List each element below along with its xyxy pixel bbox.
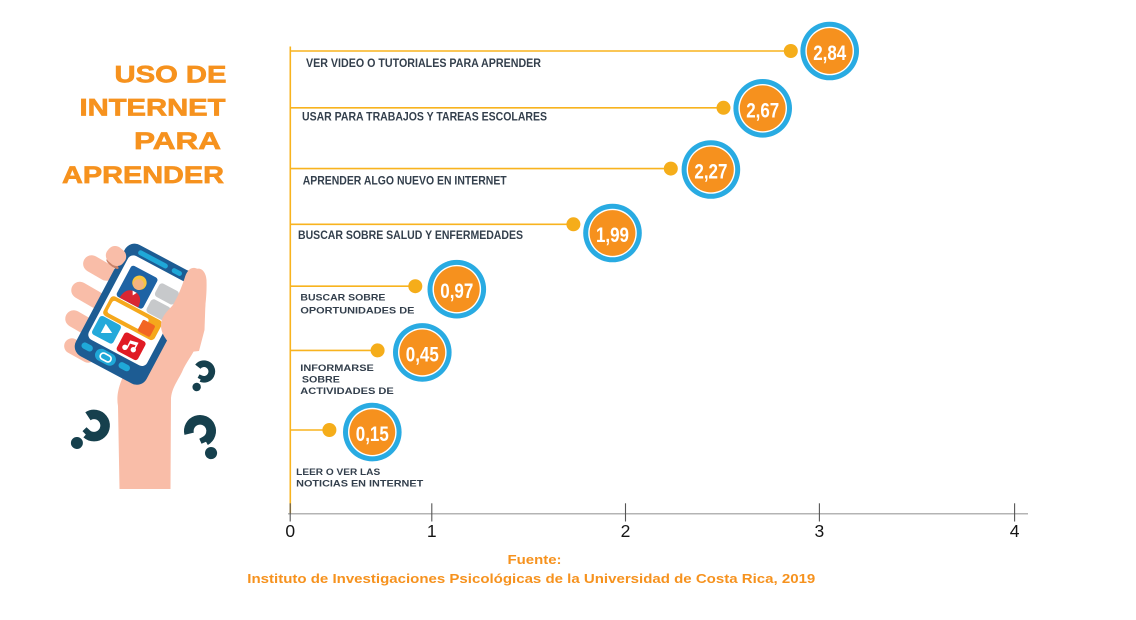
svg-text:0,15: 0,15	[356, 422, 389, 446]
svg-text:0,97: 0,97	[440, 279, 473, 303]
svg-text:Fuente:: Fuente:	[508, 553, 562, 567]
svg-text:USO DE: USO DE	[115, 62, 227, 89]
svg-text:0,45: 0,45	[406, 342, 439, 366]
svg-text:4: 4	[1010, 521, 1020, 541]
svg-text:1: 1	[427, 521, 437, 541]
svg-text:1,99: 1,99	[596, 223, 629, 247]
svg-text:INFORMARSE: INFORMARSE	[300, 363, 374, 374]
svg-text:ACTIVIDADES DE: ACTIVIDADES DE	[300, 386, 394, 397]
svg-text:USAR PARA TRABAJOS Y TAREAS ES: USAR PARA TRABAJOS Y TAREAS ESCOLARES	[302, 110, 547, 124]
svg-text:2,84: 2,84	[813, 41, 846, 65]
svg-text:OPORTUNIDADES DE: OPORTUNIDADES DE	[300, 306, 415, 317]
svg-text:NOTICIAS EN INTERNET: NOTICIAS EN INTERNET	[296, 478, 423, 489]
svg-text:0: 0	[285, 521, 295, 541]
svg-text:APRENDER: APRENDER	[62, 162, 224, 189]
svg-text:BUSCAR SOBRE SALUD Y ENFERMEDA: BUSCAR SOBRE SALUD Y ENFERMEDADES	[298, 228, 523, 242]
svg-text:BUSCAR SOBRE: BUSCAR SOBRE	[300, 292, 386, 303]
svg-text:2,27: 2,27	[694, 160, 727, 184]
svg-text:PARA: PARA	[134, 128, 221, 155]
svg-text:LEER O VER LAS: LEER O VER LAS	[296, 467, 381, 478]
svg-text:2: 2	[621, 521, 631, 541]
svg-text:Instituto de Investigaciones P: Instituto de Investigaciones Psicológica…	[247, 572, 815, 586]
svg-text:VER VIDEO O TUTORIALES PARA AP: VER VIDEO O TUTORIALES PARA APRENDER	[306, 56, 541, 70]
svg-text:SOBRE: SOBRE	[302, 375, 341, 386]
svg-text:INTERNET: INTERNET	[80, 95, 226, 122]
svg-text:2,67: 2,67	[746, 98, 779, 122]
svg-text:3: 3	[815, 521, 825, 541]
svg-text:APRENDER ALGO NUEVO EN INTERNE: APRENDER ALGO NUEVO EN INTERNET	[303, 174, 508, 188]
